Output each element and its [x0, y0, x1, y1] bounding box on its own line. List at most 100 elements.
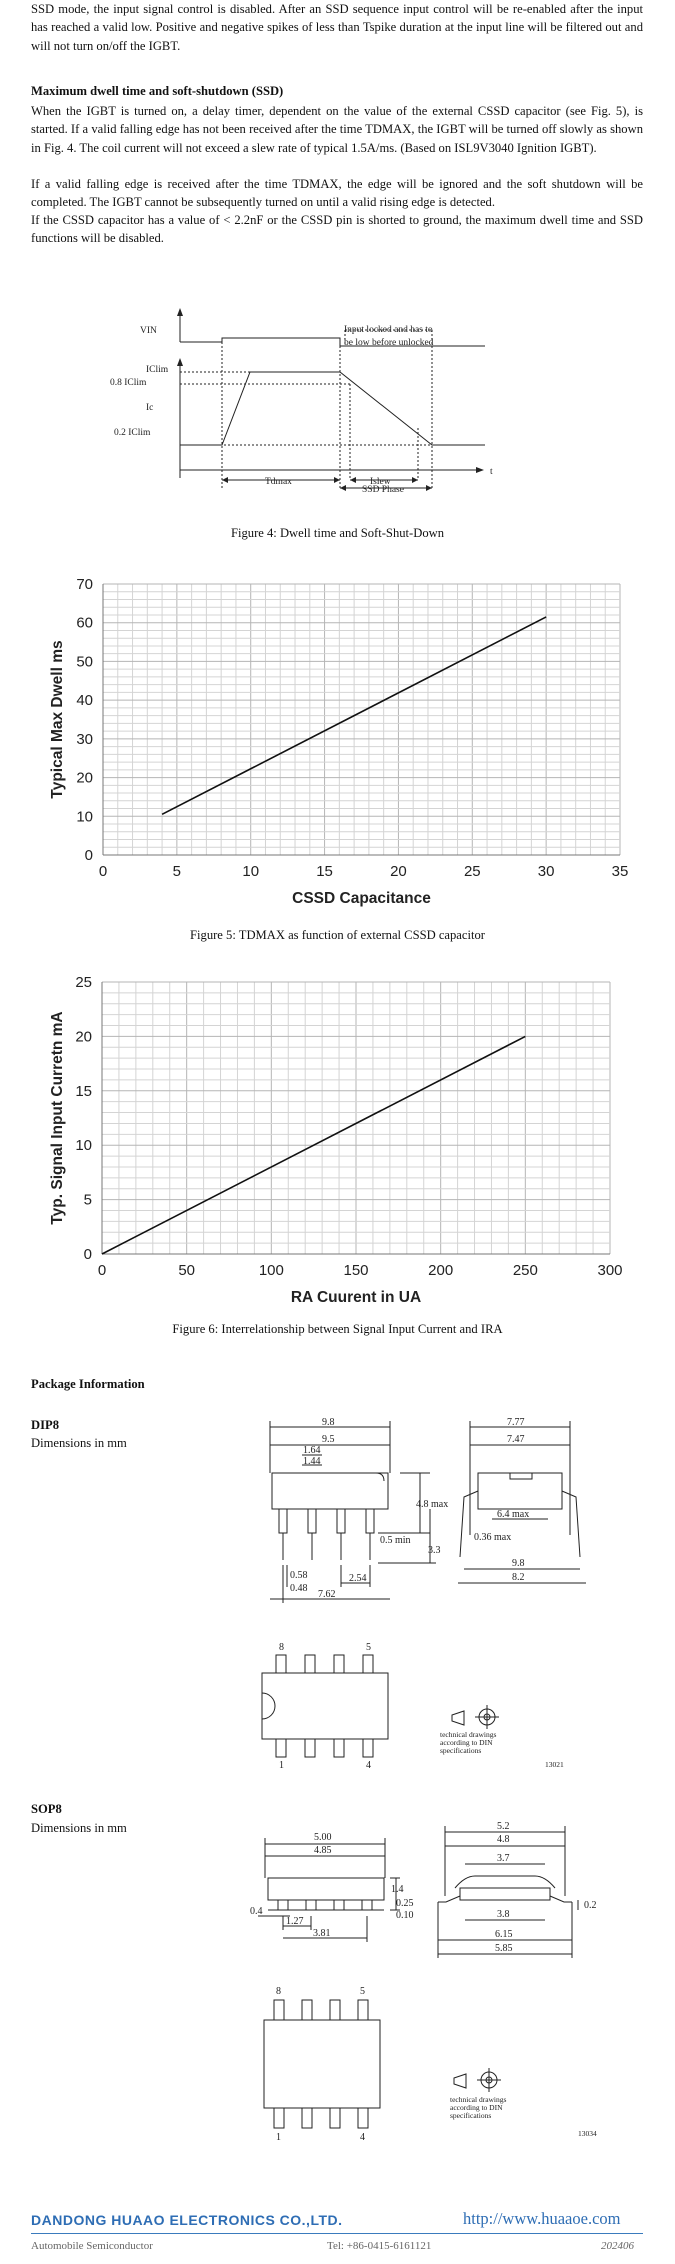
sop8-note-1: technical drawings	[450, 2095, 507, 2104]
dwell-paragraph-1: When the IGBT is turned on, a delay time…	[31, 104, 643, 155]
fig6-ytick-label: 10	[75, 1137, 92, 1154]
dip8-dim-144: 1.44	[303, 1456, 321, 1467]
dwell-paragraph-2: If a valid falling edge is received afte…	[31, 177, 643, 210]
section-title: Maximum dwell time and soft-shutdown (SS…	[31, 84, 284, 98]
dip8-title: DIP8	[31, 1418, 59, 1432]
sop8-note-2: according to DIN	[450, 2103, 503, 2112]
sop8-pin-5: 5	[360, 1986, 365, 1997]
fig6-xtick-label: 300	[597, 1262, 622, 1279]
package-title: Package Information	[31, 1377, 145, 1391]
sop8-dim-485: 4.85	[314, 1845, 332, 1856]
dip8-dim-777: 7.77	[507, 1417, 525, 1428]
fig4-label-vin: VIN	[140, 326, 157, 336]
fig5-ytick-label: 60	[76, 615, 93, 632]
figure5-caption: Figure 5: TDMAX as function of external …	[190, 928, 485, 942]
sop8-dim-37: 3.7	[497, 1853, 510, 1864]
fig5-xtick-label: 0	[99, 863, 107, 880]
footer-tel: Tel: +86-0415-6161121	[327, 2240, 432, 2252]
figure5-chart: 0 5 10 15 20 25 30 35 0 10 20 30 40 50 60 70 CSSD Capaci…	[49, 576, 629, 907]
sop8-dim-02: 0.2	[584, 1900, 597, 1911]
fig5-xtick-label: 5	[173, 863, 181, 880]
dip8-pin-8: 8	[279, 1642, 284, 1653]
fig4-label-iclim: IClim	[146, 365, 169, 375]
fig6-xtick-label: 150	[343, 1262, 368, 1279]
fig4-label-t: t	[490, 467, 493, 477]
sop8-dim-14: 1.4	[391, 1884, 404, 1895]
sop8-dim-04: 0.4	[250, 1906, 263, 1917]
dip8-dim-98: 9.8	[322, 1417, 335, 1428]
sop8-dim-010: 0.10	[396, 1910, 414, 1921]
dip8-dim-33: 3.3	[428, 1545, 441, 1556]
footer-divider	[31, 2233, 643, 2234]
fig5-ytick-label: 0	[85, 847, 93, 864]
dip8-dim-98b: 9.8	[512, 1558, 525, 1569]
fig4-label-ic: Ic	[146, 403, 153, 413]
footer-subtitle: Automobile Semiconductor	[31, 2240, 153, 2252]
fig6-xtick-label: 50	[178, 1262, 195, 1279]
fig5-xtick-label: 30	[538, 863, 555, 880]
fig4-note-2: be low before unlocked	[344, 337, 434, 348]
fig6-xtick-label: 100	[259, 1262, 284, 1279]
fig6-ytick-label: 20	[75, 1028, 92, 1045]
fig5-ytick-label: 20	[76, 770, 93, 787]
fig4-label-08: 0.8 IClim	[110, 378, 147, 388]
sop8-dim-52: 5.2	[497, 1821, 510, 1832]
sop8-dim-127: 1.27	[286, 1916, 304, 1927]
dip8-dim-747: 7.47	[507, 1434, 525, 1445]
intro-paragraph: SSD mode, the input signal control is di…	[31, 2, 643, 53]
fig6-ylabel: Typ. Signal Input Curretn mA	[49, 1011, 66, 1224]
dip8-note-2: according to DIN	[440, 1738, 493, 1747]
sop8-code: 13034	[578, 2129, 597, 2138]
dip8-units: Dimensions in mm	[31, 1436, 127, 1450]
sop8-title: SOP8	[31, 1802, 62, 1816]
dip8-dim-64max: 6.4 max	[497, 1509, 529, 1520]
figure4-timing-diagram: VIN IClim 0.8 IClim Ic 0.2 IClim t Input…	[110, 308, 493, 495]
fig6-xtick-label: 200	[428, 1262, 453, 1279]
sop8-dim-48: 4.8	[497, 1834, 510, 1845]
fig5-xtick-label: 20	[390, 863, 407, 880]
dip8-dim-82: 8.2	[512, 1572, 525, 1583]
dip8-dim-048: 0.48	[290, 1583, 308, 1594]
fig5-xtick-label: 25	[464, 863, 481, 880]
fig6-ytick-label: 15	[75, 1083, 92, 1100]
dip8-note-3: specifications	[440, 1746, 481, 1755]
sop8-pin-1: 1	[276, 2132, 281, 2143]
fig6-ytick-label: 25	[75, 974, 92, 991]
sop8-pin-4: 4	[360, 2132, 365, 2143]
dip8-dim-058: 0.58	[290, 1570, 308, 1581]
dwell-paragraph-3: If the CSSD capacitor has a value of < 2…	[31, 213, 643, 246]
fig5-ytick-label: 70	[76, 576, 93, 593]
sop8-dim-500: 5.00	[314, 1832, 332, 1843]
footer-url[interactable]: http://www.huaaoe.com	[463, 2209, 621, 2228]
fig5-ytick-label: 40	[76, 692, 93, 709]
figure6-caption: Figure 6: Interrelationship between Sign…	[172, 1322, 503, 1336]
fig5-ytick-label: 30	[76, 731, 93, 748]
fig5-xtick-label: 35	[612, 863, 629, 880]
fig5-grid	[102, 583, 621, 856]
dip8-dim-164: 1.64	[303, 1445, 321, 1456]
fig6-xtick-label: 250	[513, 1262, 538, 1279]
dip8-code: 13021	[545, 1760, 564, 1769]
fig6-xtick-label: 0	[98, 1262, 106, 1279]
dip8-dim-05min: 0.5 min	[380, 1535, 411, 1546]
figure4-caption: Figure 4: Dwell time and Soft-Shut-Down	[230, 526, 445, 540]
sop8-drawing: 5.00 4.85 1.4 0.2 5 0.10 0.4 1.27 3.8 1 5.…	[250, 1821, 597, 2143]
fig4-label-tdmax: Tdmax	[265, 477, 292, 487]
fig6-grid	[101, 981, 611, 1255]
dip8-dim-762: 7.62	[318, 1589, 336, 1600]
sop8-dim-38: 3.8	[497, 1909, 510, 1920]
sop8-pin-8: 8	[276, 1986, 281, 1997]
sop8-note-3: specifications	[450, 2111, 491, 2120]
dip8-dim-036max: 0.36 max	[474, 1532, 511, 1543]
dip8-dim-95: 9.5	[322, 1434, 335, 1445]
dip8-note-1: technical drawings	[440, 1730, 497, 1739]
fig5-ytick-label: 10	[76, 808, 93, 825]
fig6-ytick-label: 0	[84, 1246, 92, 1263]
figure6-chart: 0 50 100 150 200 250 300 0 5 10 15 20 25 RA Cuurent i…	[49, 974, 623, 1306]
fig5-ylabel: Typical Max Dwell ms	[49, 640, 66, 798]
sop8-dim-615: 6.15	[495, 1929, 513, 1940]
sop8-units: Dimensions in mm	[31, 1821, 127, 1835]
fig4-label-islew: Islew	[370, 477, 391, 487]
fig4-label-ssd: SSD Phase	[362, 485, 404, 495]
dip8-drawing: 9.8 9.5 1.64 1.44 4.8 max 3.3 0.5 min 0.…	[261, 1417, 586, 1771]
